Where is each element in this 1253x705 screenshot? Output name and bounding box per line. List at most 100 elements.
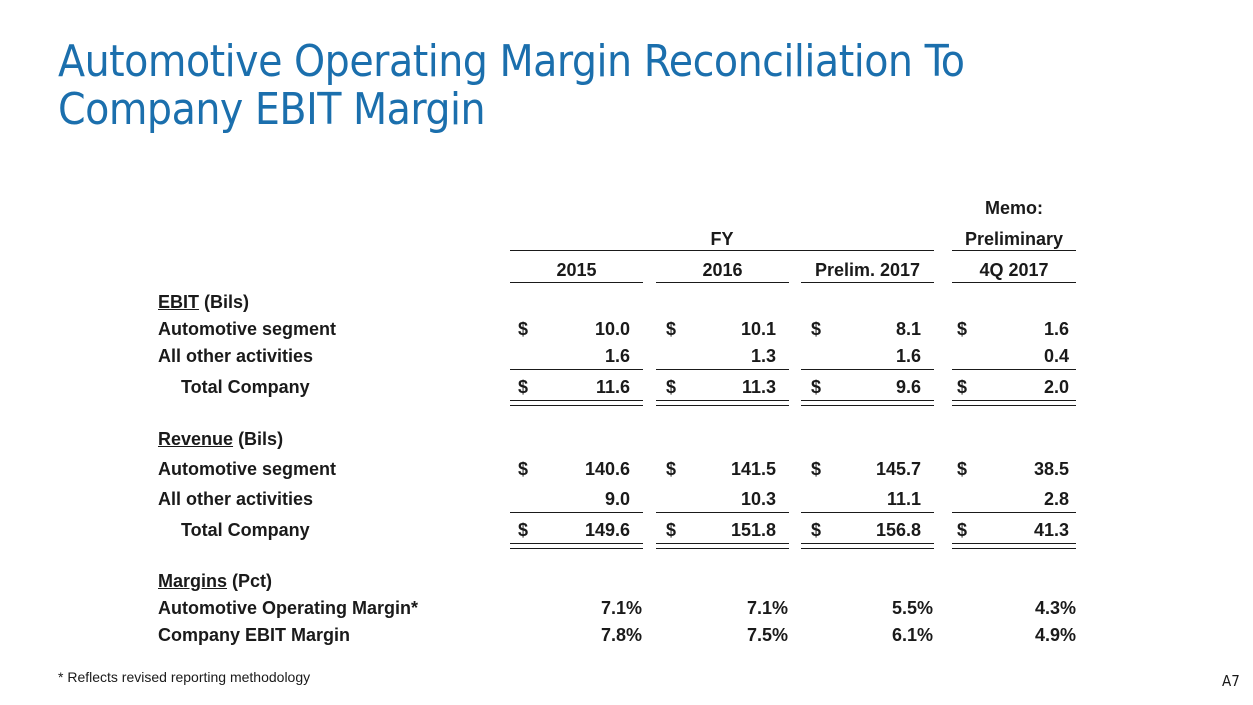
currency-symbol: $ [811,319,822,339]
subtotal-rule [952,512,1076,513]
revenue-other-4q-2017: 2.8 [1043,489,1069,509]
section-heading-revenue: Revenue (Bils) [158,428,283,450]
ebit-automotive-4q-2017: 1.6 [1043,319,1069,339]
revenue-total-4q-2017: 41.3 [1033,520,1069,540]
margins-unit: (Pct) [232,571,273,591]
total-double-rule [952,548,1076,549]
ebit-total-2015: 11.6 [595,377,630,397]
currency-symbol: $ [666,520,677,540]
section-heading-ebit: EBIT (Bils) [158,291,249,313]
currency-symbol: $ [811,377,822,397]
total-double-rule [801,548,934,549]
row-label-company-ebit-margin: Company EBIT Margin [158,625,351,645]
total-double-rule [510,400,643,401]
header-underline [801,282,934,283]
total-double-rule [801,543,934,544]
currency-symbol: $ [957,520,968,540]
footnote: * Reflects revised reporting methodology [58,669,311,685]
total-double-rule [510,543,643,544]
fy-label: FY [710,229,734,249]
total-double-rule [510,548,643,549]
page-title: Automotive Operating Margin Reconciliati… [58,38,1158,134]
ebit-total-prelim-2017: 9.6 [895,377,921,397]
total-double-rule [656,400,789,401]
total-double-rule [656,543,789,544]
subtotal-rule [952,369,1076,370]
row-label-ebit-other: All other activities [158,346,314,366]
memo-divider [952,250,1076,251]
section-heading-margins: Margins (Pct) [158,570,272,592]
subtotal-rule [510,512,643,513]
column-header-prelim-2017: Prelim. 2017 [814,260,921,280]
ebit-other-2016: 1.3 [750,346,776,366]
total-double-rule [801,405,934,406]
row-label-revenue-automotive: Automotive segment [158,459,337,479]
ebit-total-2016: 11.3 [741,377,776,397]
fy-divider [510,250,934,251]
ebit-other-4q-2017: 0.4 [1043,346,1069,366]
currency-symbol: $ [957,377,968,397]
ebit-margin-prelim-2017: 6.1% [891,625,933,645]
subtotal-rule [801,369,934,370]
currency-symbol: $ [518,319,529,339]
total-double-rule [801,400,934,401]
subtotal-rule [656,369,789,370]
total-double-rule [952,400,1076,401]
currency-symbol: $ [518,520,529,540]
revenue-other-2016: 10.3 [740,489,776,509]
aom-2015: 7.1% [600,598,642,618]
total-double-rule [952,405,1076,406]
page-number: A7 [1222,672,1240,690]
ebit-automotive-2015: 10.0 [594,319,630,339]
total-double-rule [656,548,789,549]
currency-symbol: $ [811,520,822,540]
currency-symbol: $ [666,459,677,479]
row-label-automotive-operating-margin: Automotive Operating Margin* [158,598,419,618]
column-header-4q-2017: 4Q 2017 [979,260,1049,280]
row-label-revenue-other: All other activities [158,489,314,509]
revenue-unit: (Bils) [238,429,284,449]
aom-2016: 7.1% [746,598,788,618]
header-underline [510,282,643,283]
subtotal-rule [510,369,643,370]
currency-symbol: $ [811,459,822,479]
ebit-automotive-prelim-2017: 8.1 [895,319,921,339]
page-title-line-1: Automotive Operating Margin Reconciliati… [58,36,965,87]
aom-4q-2017: 4.3% [1034,598,1076,618]
column-header-2016: 2016 [702,260,743,280]
currency-symbol: $ [957,319,968,339]
row-label-ebit-automotive: Automotive segment [158,319,337,339]
revenue-other-2015: 9.0 [604,489,630,509]
row-label-revenue-total: Total Company [181,520,310,540]
aom-prelim-2017: 5.5% [891,598,933,618]
column-header-2015: 2015 [556,260,597,280]
total-double-rule [952,543,1076,544]
revenue-heading-text: Revenue [158,429,234,449]
revenue-automotive-2015: 140.6 [584,459,630,479]
revenue-other-prelim-2017: 11.1 [886,489,921,509]
ebit-other-2015: 1.6 [604,346,630,366]
currency-symbol: $ [518,459,529,479]
revenue-automotive-prelim-2017: 145.7 [875,459,921,479]
header-underline [952,282,1076,283]
row-label-ebit-total: Total Company [181,377,310,397]
header-underline [656,282,789,283]
ebit-total-4q-2017: 2.0 [1043,377,1069,397]
revenue-automotive-4q-2017: 38.5 [1033,459,1069,479]
ebit-heading-text: EBIT [158,292,200,312]
margins-heading-text: Margins [158,571,228,591]
revenue-automotive-2016: 141.5 [730,459,776,479]
ebit-margin-4q-2017: 4.9% [1034,625,1076,645]
preliminary-label: Preliminary [964,229,1064,249]
currency-symbol: $ [666,377,677,397]
ebit-unit: (Bils) [204,292,250,312]
currency-symbol: $ [666,319,677,339]
revenue-total-2016: 151.8 [730,520,776,540]
ebit-automotive-2016: 10.1 [740,319,776,339]
subtotal-rule [656,512,789,513]
revenue-total-2015: 149.6 [584,520,630,540]
subtotal-rule [801,512,934,513]
currency-symbol: $ [957,459,968,479]
total-double-rule [656,405,789,406]
ebit-margin-2016: 7.5% [746,625,788,645]
